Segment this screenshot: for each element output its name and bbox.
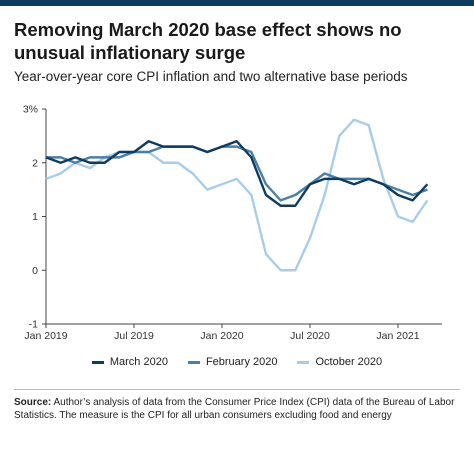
x-tick-label: Jan 2021 — [376, 330, 419, 342]
legend-item: February 2020 — [187, 356, 278, 368]
x-tick-label: Jan 2020 — [200, 330, 243, 342]
chart-subtitle: Year-over-year core CPI inflation and tw… — [14, 69, 408, 84]
legend-item: October 2020 — [297, 356, 382, 368]
x-tick-label: Jul 2020 — [290, 330, 330, 342]
y-tick-label: -1 — [29, 319, 38, 331]
source-note: Source: Author’s analysis of data from t… — [14, 396, 462, 422]
x-tick-label: Jan 2019 — [24, 330, 67, 342]
y-tick-label: 3% — [23, 104, 38, 116]
legend-label: March 2020 — [109, 356, 168, 368]
legend-swatch — [91, 360, 104, 364]
legend-swatch — [297, 360, 310, 364]
y-tick-label: 2 — [32, 157, 38, 169]
source-divider — [14, 389, 460, 390]
legend-label: October 2020 — [315, 356, 383, 368]
source-label: Source: — [14, 397, 52, 408]
y-tick-label: 0 — [32, 265, 38, 277]
top-accent-rule — [0, 0, 474, 6]
legend-label: February 2020 — [205, 356, 278, 368]
source-text: Author’s analysis of data from the Consu… — [14, 397, 455, 421]
series-line-october-2020 — [45, 118, 429, 272]
legend-item: March 2020 — [91, 356, 168, 368]
chart-legend: March 2020 February 2020 October 2020 — [0, 356, 474, 368]
x-tick-label: Jul 2019 — [114, 330, 154, 342]
series-line-march-2020 — [45, 140, 429, 207]
legend-swatch — [187, 360, 200, 364]
series-line-february-2020 — [46, 145, 428, 202]
chart-title: Removing March 2020 base effect shows no… — [14, 19, 402, 63]
y-tick-label: 1 — [32, 211, 38, 223]
